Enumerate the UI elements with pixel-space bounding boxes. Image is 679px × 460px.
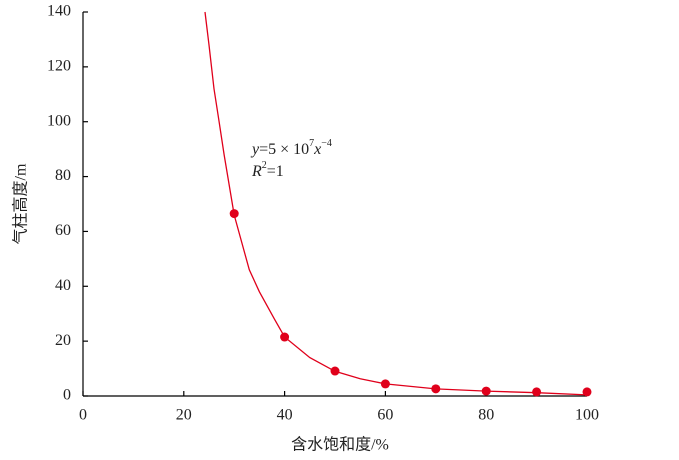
eq-part: x — [313, 141, 321, 158]
x-tick-label: 60 — [377, 407, 393, 424]
y-tick-label: 20 — [55, 332, 71, 349]
fit-curve — [204, 11, 588, 396]
y-tick-label: 40 — [55, 277, 71, 294]
y-tick-label: 0 — [63, 387, 71, 404]
eq-sup: −4 — [321, 138, 332, 149]
equation: y=5 × 107x−4 — [250, 138, 332, 157]
y-tick-label: 120 — [47, 58, 71, 75]
eq-sup: 7 — [309, 138, 314, 149]
data-point — [280, 332, 290, 342]
data-point — [481, 386, 491, 396]
x-tick-label: 0 — [79, 407, 87, 424]
eq-part: y — [250, 141, 260, 158]
eq-part: =5 × 10 — [259, 141, 309, 158]
r2-sup: 2 — [262, 160, 267, 171]
data-point — [582, 387, 592, 397]
y-tick-label: 140 — [47, 3, 71, 20]
x-tick-label: 80 — [478, 407, 494, 424]
y-tick-label: 60 — [55, 222, 71, 239]
y-axis-label: 气柱高度/m — [12, 163, 30, 244]
x-tick-label: 40 — [277, 407, 293, 424]
r2-part: R — [251, 163, 262, 180]
data-point — [532, 387, 542, 397]
x-axis-label: 含水饱和度/% — [291, 436, 389, 454]
y-tick-label: 100 — [47, 112, 71, 129]
r-squared: R2=1 — [251, 160, 284, 179]
data-point — [380, 379, 390, 389]
data-point — [431, 384, 441, 394]
r2-part: =1 — [267, 163, 284, 180]
y-tick-label: 80 — [55, 167, 71, 184]
x-tick-label: 100 — [575, 407, 599, 424]
x-tick-label: 20 — [176, 407, 192, 424]
data-point — [330, 366, 340, 376]
data-point — [229, 209, 239, 219]
